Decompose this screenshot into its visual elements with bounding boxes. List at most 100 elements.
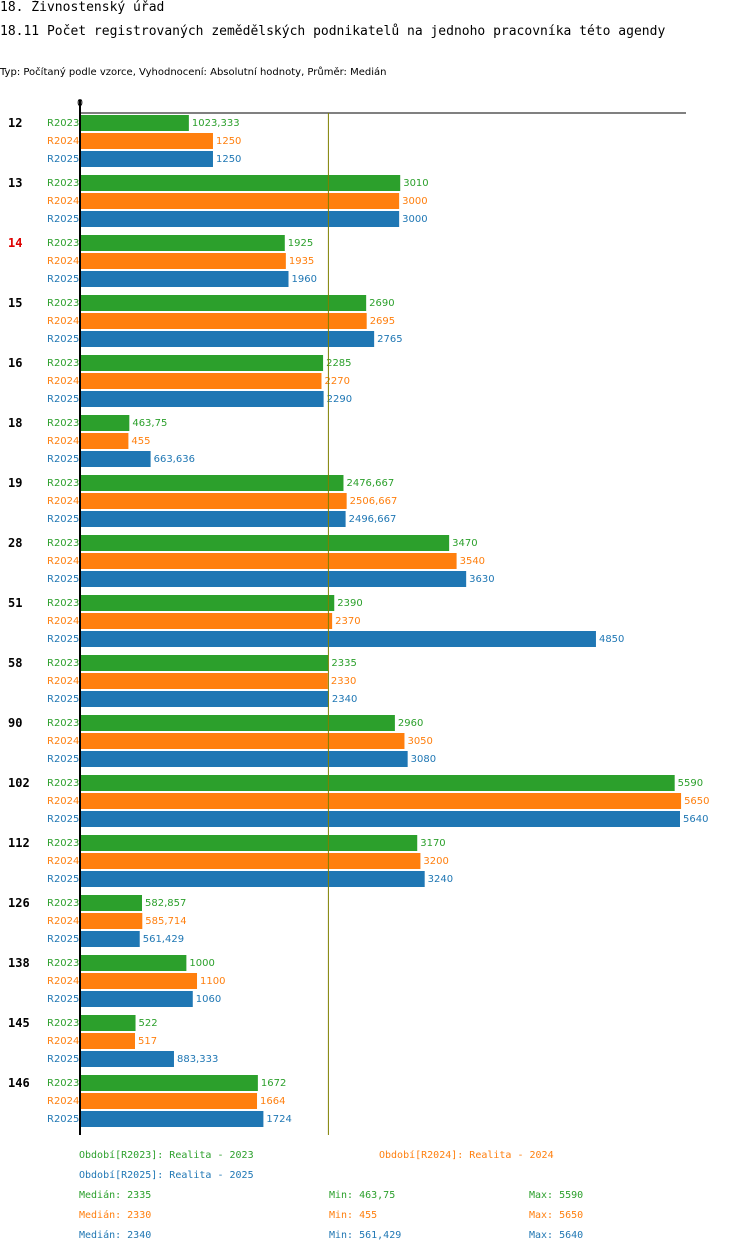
value-label-18-R2025: 663,636	[154, 454, 195, 465]
bar-112-R2023	[80, 835, 418, 851]
value-label-18-R2024: 455	[131, 436, 150, 447]
legend-min-2023: Min: 463,75	[329, 1190, 396, 1201]
value-label-19-R2025: 2496,667	[349, 514, 397, 525]
bar-58-R2025	[80, 691, 329, 707]
subtitle-avg: Medián	[350, 67, 387, 78]
bar-14-R2023	[80, 235, 285, 251]
value-label-90-R2024: 3050	[407, 736, 432, 747]
value-label-16-R2023: 2285	[326, 358, 351, 369]
value-label-13-R2023: 3010	[403, 178, 428, 189]
bar-19-R2025	[80, 511, 346, 527]
value-label-90-R2023: 2960	[398, 718, 423, 729]
value-label-112-R2023: 3170	[420, 838, 445, 849]
bar-90-R2023	[80, 715, 395, 731]
category-label-146: 146	[8, 1076, 30, 1090]
value-label-15-R2024: 2695	[370, 316, 395, 327]
value-label-19-R2023: 2476,667	[346, 478, 394, 489]
value-label-146-R2025: 1724	[266, 1114, 291, 1125]
series-label-R2025: R2025	[47, 1114, 79, 1125]
category-label-28: 28	[8, 536, 22, 550]
legend-median-2024: Medián: 2330	[79, 1210, 152, 1221]
value-label-14-R2023: 1925	[288, 238, 313, 249]
series-label-R2025: R2025	[47, 394, 79, 405]
bar-12-R2023	[80, 115, 189, 131]
value-label-12-R2025: 1250	[216, 154, 241, 165]
value-label-58-R2024: 2330	[331, 676, 356, 687]
series-label-R2025: R2025	[47, 934, 79, 945]
series-label-R2023: R2023	[47, 418, 79, 429]
bar-112-R2025	[80, 871, 425, 887]
series-label-R2023: R2023	[47, 298, 79, 309]
value-label-13-R2024: 3000	[402, 196, 427, 207]
value-label-28-R2025: 3630	[469, 574, 494, 585]
legend-period-2023: Období[R2023]: Realita - 2023	[79, 1150, 254, 1161]
series-label-R2024: R2024	[47, 196, 79, 207]
bar-19-R2023	[80, 475, 344, 491]
subtitle-type-prefix: Typ:	[0, 67, 24, 78]
bar-16-R2025	[80, 391, 324, 407]
series-label-R2024: R2024	[47, 556, 79, 567]
series-label-R2023: R2023	[47, 118, 79, 129]
series-label-R2023: R2023	[47, 358, 79, 369]
legend-max-2024: Max: 5650	[529, 1210, 584, 1221]
category-label-19: 19	[8, 476, 22, 490]
series-label-R2024: R2024	[47, 256, 79, 267]
series-label-R2023: R2023	[47, 1078, 79, 1089]
bar-90-R2024	[80, 733, 405, 749]
series-label-R2023: R2023	[47, 1018, 79, 1029]
bar-145-R2025	[80, 1051, 174, 1067]
bar-14-R2025	[80, 271, 289, 287]
value-label-28-R2023: 3470	[452, 538, 477, 549]
value-label-145-R2024: 517	[138, 1036, 157, 1047]
bar-chart: 012R20231023,333R20241250R2025125013R202…	[8, 98, 710, 1135]
bar-15-R2025	[80, 331, 375, 347]
series-label-R2025: R2025	[47, 154, 79, 165]
category-label-18: 18	[8, 416, 22, 430]
series-label-R2023: R2023	[47, 598, 79, 609]
series-label-R2024: R2024	[47, 1096, 79, 1107]
series-label-R2023: R2023	[47, 538, 79, 549]
category-label-15: 15	[8, 296, 22, 310]
value-label-51-R2025: 4850	[599, 634, 624, 645]
category-label-12: 12	[8, 116, 22, 130]
value-label-58-R2025: 2340	[332, 694, 357, 705]
bar-126-R2025	[80, 931, 140, 947]
bar-102-R2024	[80, 793, 682, 809]
value-label-138-R2024: 1100	[200, 976, 225, 987]
bar-146-R2023	[80, 1075, 258, 1091]
category-label-112: 112	[8, 836, 30, 850]
value-label-102-R2024: 5650	[684, 796, 709, 807]
series-label-R2025: R2025	[47, 814, 79, 825]
bar-138-R2023	[80, 955, 187, 971]
bar-18-R2025	[80, 451, 151, 467]
value-label-14-R2025: 1960	[292, 274, 317, 285]
value-label-28-R2024: 3540	[460, 556, 485, 567]
bar-58-R2023	[80, 655, 329, 671]
bar-51-R2023	[80, 595, 335, 611]
series-label-R2024: R2024	[47, 136, 79, 147]
series-label-R2024: R2024	[47, 916, 79, 927]
bar-13-R2025	[80, 211, 400, 227]
category-label-90: 90	[8, 716, 22, 730]
series-label-R2023: R2023	[47, 778, 79, 789]
bar-51-R2025	[80, 631, 596, 647]
category-label-126: 126	[8, 896, 30, 910]
value-label-126-R2025: 561,429	[143, 934, 184, 945]
bar-146-R2024	[80, 1093, 258, 1109]
bar-126-R2023	[80, 895, 143, 911]
bar-28-R2024	[80, 553, 457, 569]
series-label-R2024: R2024	[47, 436, 79, 447]
bar-16-R2024	[80, 373, 322, 389]
legend-median-2025: Medián: 2340	[79, 1230, 152, 1241]
series-label-R2025: R2025	[47, 634, 79, 645]
bar-90-R2025	[80, 751, 408, 767]
series-label-R2025: R2025	[47, 694, 79, 705]
bar-13-R2024	[80, 193, 400, 209]
series-label-R2024: R2024	[47, 376, 79, 387]
legend-period-2024: Období[R2024]: Realita - 2024	[379, 1150, 554, 1161]
series-label-R2025: R2025	[47, 214, 79, 225]
value-label-112-R2024: 3200	[423, 856, 448, 867]
category-label-58: 58	[8, 656, 22, 670]
value-label-14-R2024: 1935	[289, 256, 314, 267]
subtitle-type: Počítaný podle vzorce	[23, 67, 133, 78]
